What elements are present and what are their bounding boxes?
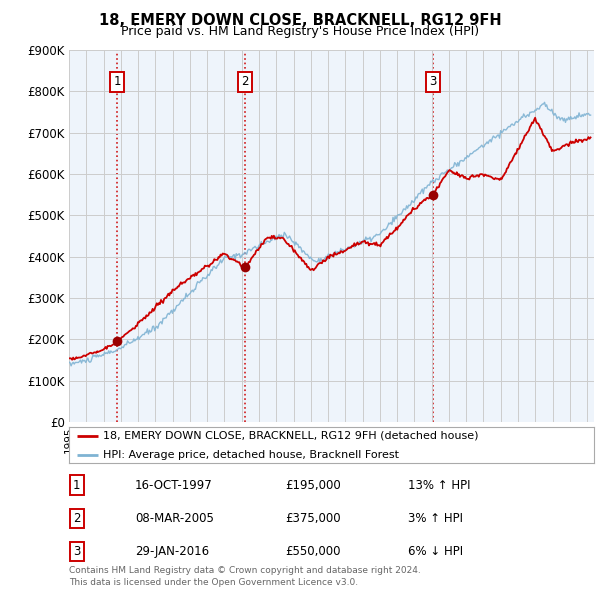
- Text: HPI: Average price, detached house, Bracknell Forest: HPI: Average price, detached house, Brac…: [103, 450, 399, 460]
- Text: Contains HM Land Registry data © Crown copyright and database right 2024.
This d: Contains HM Land Registry data © Crown c…: [69, 566, 421, 587]
- Text: Price paid vs. HM Land Registry's House Price Index (HPI): Price paid vs. HM Land Registry's House …: [121, 25, 479, 38]
- Text: 18, EMERY DOWN CLOSE, BRACKNELL, RG12 9FH: 18, EMERY DOWN CLOSE, BRACKNELL, RG12 9F…: [98, 13, 502, 28]
- Text: 1: 1: [113, 76, 121, 88]
- Text: £375,000: £375,000: [285, 512, 341, 525]
- Text: 16-OCT-1997: 16-OCT-1997: [135, 478, 213, 492]
- Text: 2: 2: [241, 76, 248, 88]
- Text: £195,000: £195,000: [285, 478, 341, 492]
- Text: 2: 2: [73, 512, 80, 525]
- Text: 08-MAR-2005: 08-MAR-2005: [135, 512, 214, 525]
- Text: 13% ↑ HPI: 13% ↑ HPI: [408, 478, 470, 492]
- Text: 3% ↑ HPI: 3% ↑ HPI: [408, 512, 463, 525]
- Text: 3: 3: [73, 545, 80, 558]
- Text: 1: 1: [73, 478, 80, 492]
- Text: £550,000: £550,000: [285, 545, 341, 558]
- Text: 18, EMERY DOWN CLOSE, BRACKNELL, RG12 9FH (detached house): 18, EMERY DOWN CLOSE, BRACKNELL, RG12 9F…: [103, 431, 479, 441]
- Text: 3: 3: [430, 76, 437, 88]
- Text: 29-JAN-2016: 29-JAN-2016: [135, 545, 209, 558]
- Text: 6% ↓ HPI: 6% ↓ HPI: [408, 545, 463, 558]
